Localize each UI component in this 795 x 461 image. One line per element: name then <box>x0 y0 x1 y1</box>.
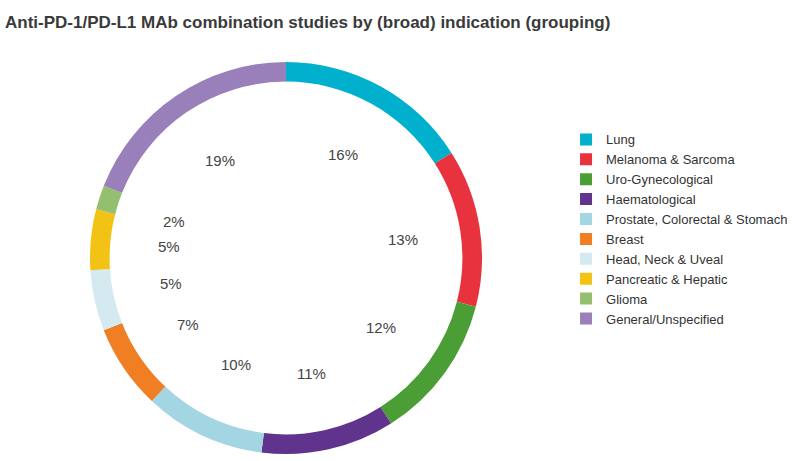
svg-text:Lung: Lung <box>606 132 635 147</box>
svg-text:Haematological: Haematological <box>606 192 696 207</box>
svg-text:Glioma: Glioma <box>606 292 648 307</box>
svg-text:12%: 12% <box>366 319 396 336</box>
svg-text:11%: 11% <box>297 365 326 382</box>
svg-text:Anti-PD-1/PD-L1 MAb combinatio: Anti-PD-1/PD-L1 MAb combination studies … <box>5 13 610 32</box>
svg-text:Head, Neck & Uveal: Head, Neck & Uveal <box>606 252 723 267</box>
svg-text:2%: 2% <box>163 213 185 230</box>
svg-text:10%: 10% <box>221 356 251 373</box>
svg-text:Uro-Gynecological: Uro-Gynecological <box>606 172 713 187</box>
svg-text:13%: 13% <box>388 231 418 248</box>
svg-text:Pancreatic & Hepatic: Pancreatic & Hepatic <box>606 272 728 287</box>
svg-text:Breast: Breast <box>606 232 644 247</box>
svg-text:5%: 5% <box>158 238 180 255</box>
svg-text:General/Unspecified: General/Unspecified <box>606 312 724 327</box>
svg-text:5%: 5% <box>160 275 182 292</box>
svg-text:Prostate, Colorectal & Stomach: Prostate, Colorectal & Stomach <box>606 212 787 227</box>
svg-text:Melanoma & Sarcoma: Melanoma & Sarcoma <box>606 152 735 167</box>
svg-text:7%: 7% <box>177 316 199 333</box>
svg-text:16%: 16% <box>328 146 358 163</box>
svg-text:19%: 19% <box>205 152 235 169</box>
